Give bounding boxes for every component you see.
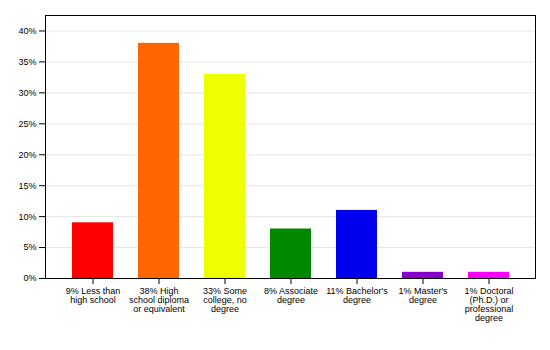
svg-text:11% Bachelor'sdegree: 11% Bachelor'sdegree — [326, 286, 388, 305]
svg-text:25%: 25% — [18, 119, 36, 129]
svg-text:33% Somecollege, nodegree: 33% Somecollege, nodegree — [203, 286, 247, 314]
svg-text:1% Doctoral(Ph.D.) orprofessio: 1% Doctoral(Ph.D.) orprofessionaldegree — [464, 286, 513, 323]
svg-text:0%: 0% — [23, 273, 36, 283]
svg-text:5%: 5% — [23, 242, 36, 252]
svg-text:35%: 35% — [18, 57, 36, 67]
svg-text:15%: 15% — [18, 181, 36, 191]
svg-text:38% Highschool diplomaor equiv: 38% Highschool diplomaor equivalent — [129, 286, 189, 314]
svg-text:40%: 40% — [18, 26, 36, 36]
svg-text:8% Associatedegree: 8% Associatedegree — [264, 286, 318, 305]
svg-text:30%: 30% — [18, 88, 36, 98]
svg-text:10%: 10% — [18, 211, 36, 221]
svg-text:20%: 20% — [18, 150, 36, 160]
svg-text:9% Less thanhigh school: 9% Less thanhigh school — [66, 286, 121, 305]
svg-text:1% Master'sdegree: 1% Master'sdegree — [398, 286, 448, 305]
